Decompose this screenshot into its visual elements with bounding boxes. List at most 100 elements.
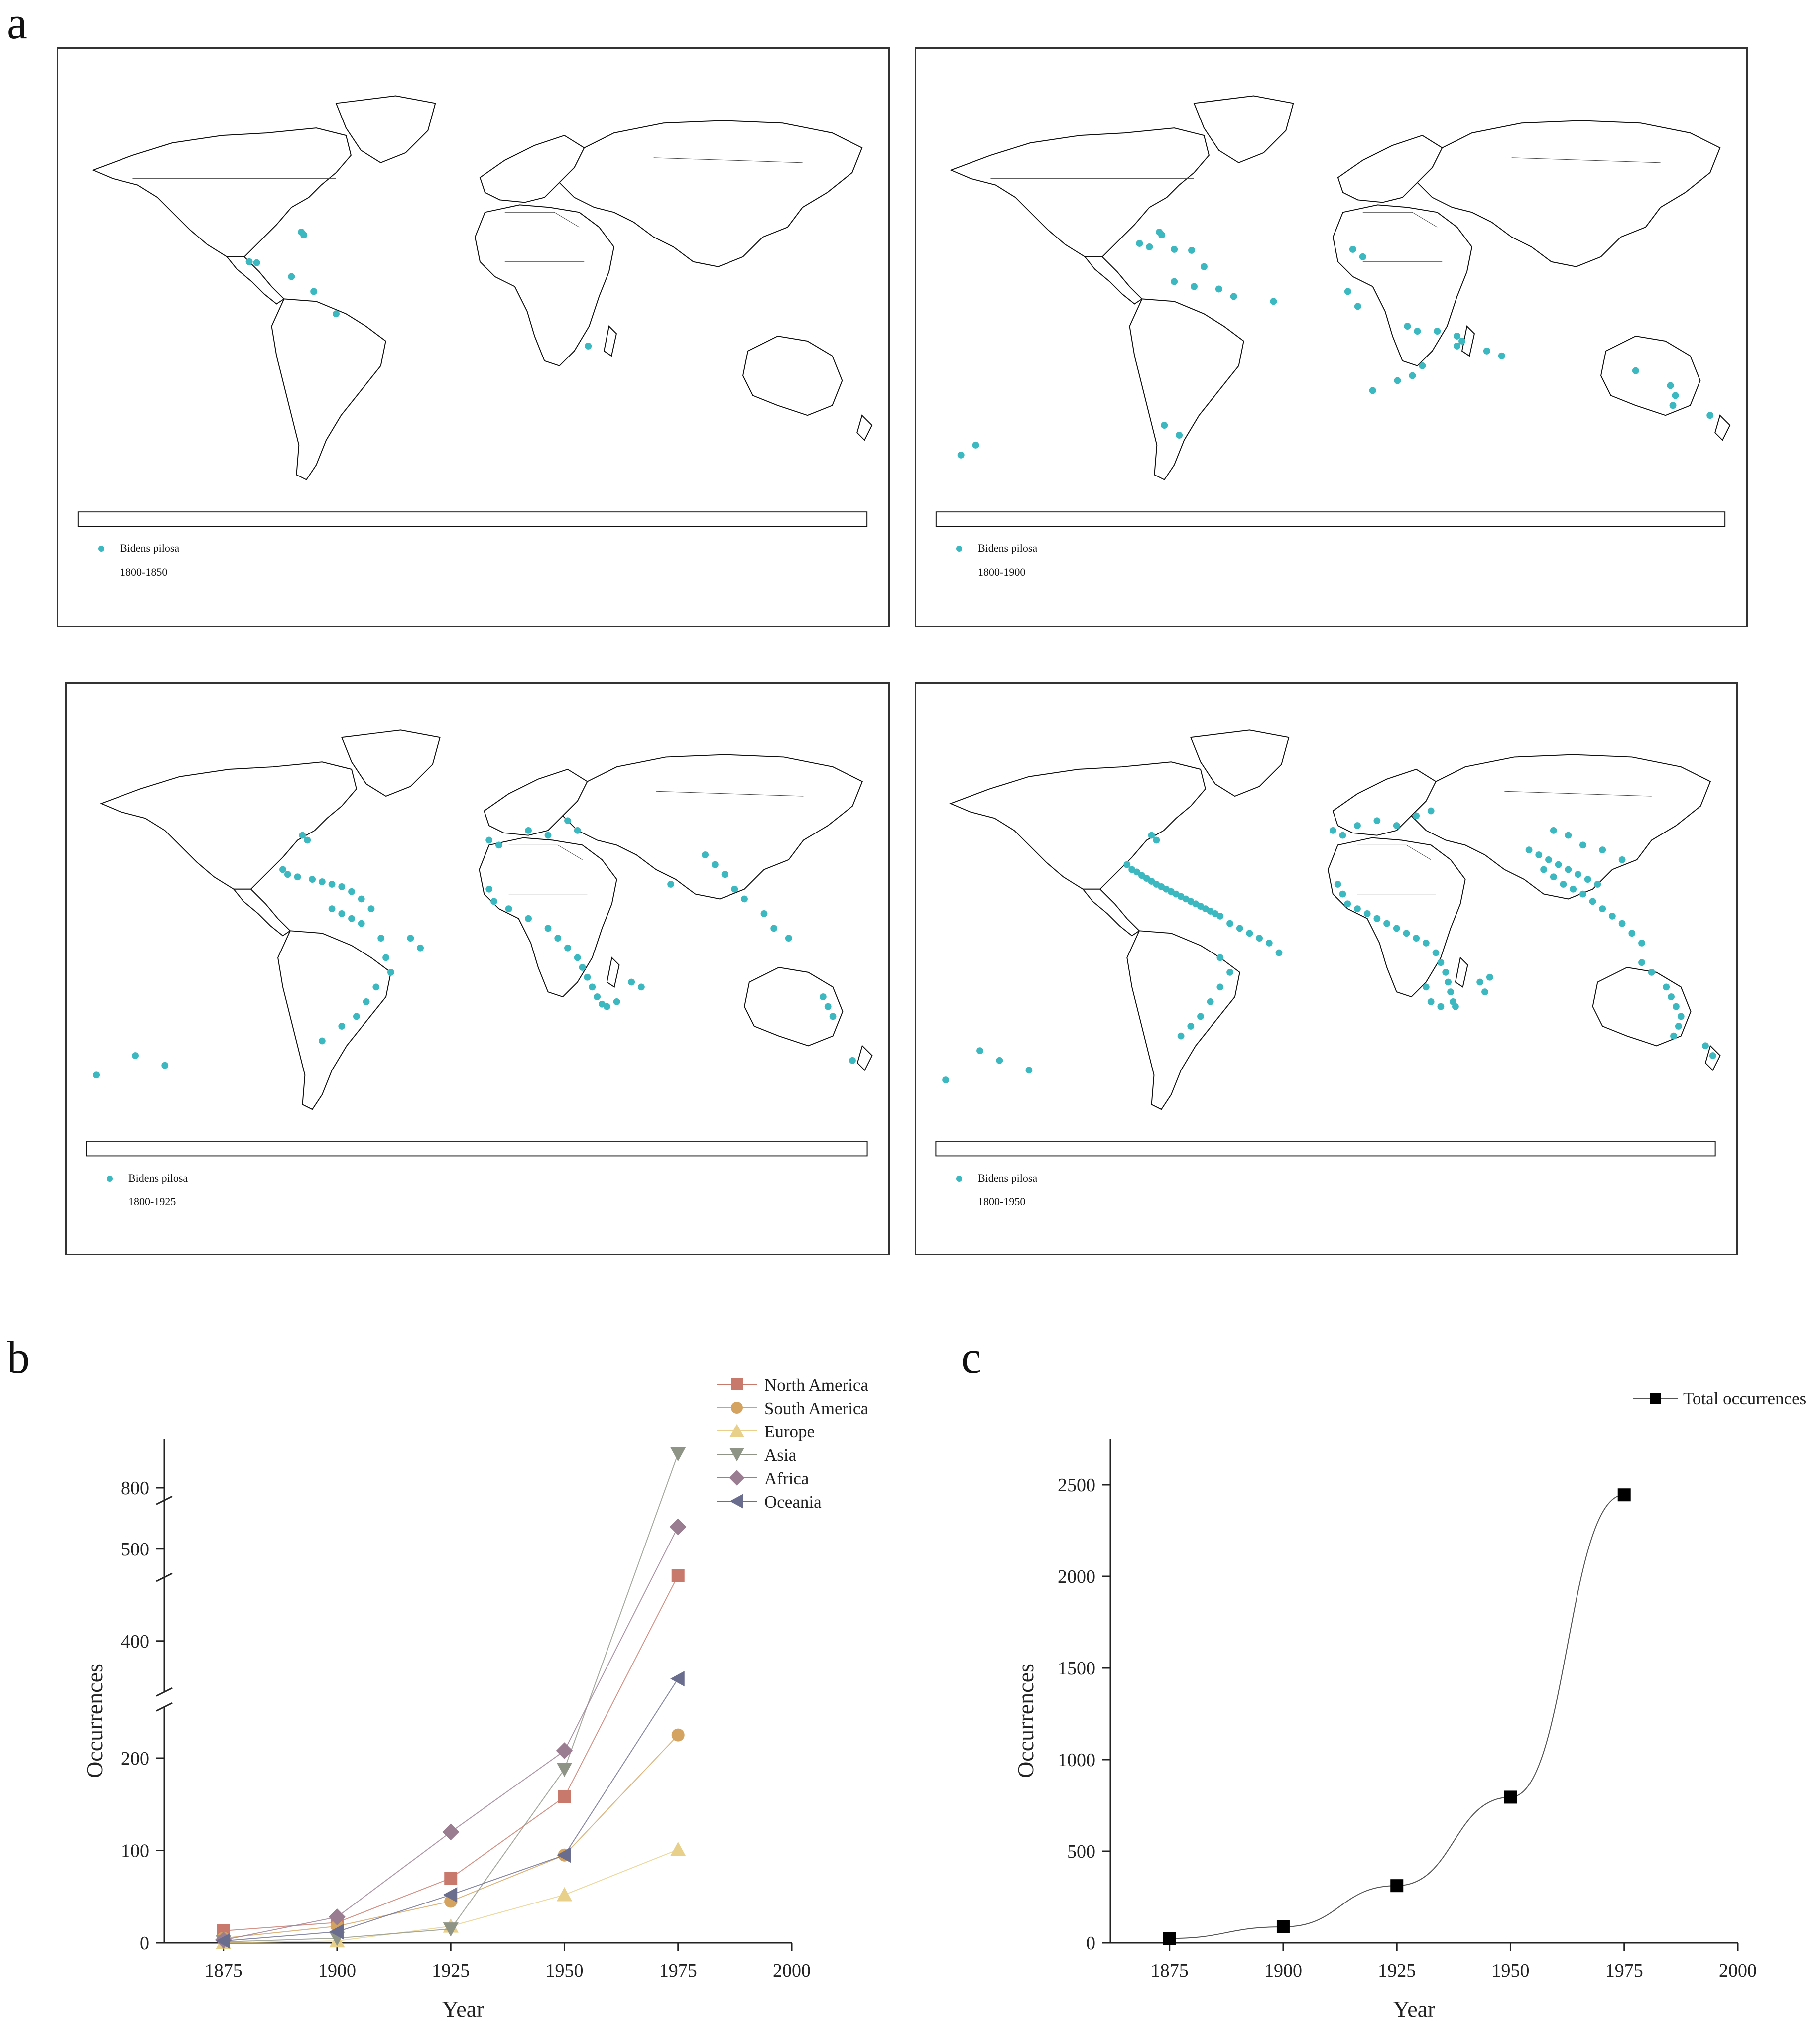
- landmass-africa: [1327, 837, 1466, 998]
- x-tick-label: 1900: [318, 1960, 356, 1981]
- occurrence-dot: [1136, 240, 1143, 247]
- y-tick-label: 400: [121, 1631, 149, 1652]
- occurrence-dot: [1200, 263, 1208, 270]
- occurrence-dot: [490, 898, 497, 905]
- occurrence-dot: [1427, 807, 1435, 815]
- occurrence-dot: [1354, 905, 1361, 912]
- data-point: [443, 1887, 458, 1903]
- occurrence-dot: [253, 259, 260, 266]
- y-tick-label: 2500: [1058, 1475, 1095, 1496]
- occurrence-dot: [849, 1057, 856, 1064]
- panel-label-c: c: [961, 1332, 981, 1383]
- occurrence-dot: [318, 1037, 326, 1045]
- landmass-central-america: [1084, 256, 1143, 305]
- legend-period: 1800-1950: [978, 1195, 1026, 1208]
- occurrence-dot: [1672, 392, 1679, 399]
- occurrence-dot: [1437, 1003, 1445, 1010]
- landmass-africa: [479, 837, 617, 998]
- occurrence-dot: [1599, 846, 1606, 854]
- occurrence-dot: [245, 258, 253, 265]
- occurrence-dot: [819, 993, 827, 1000]
- occurrence-dot: [544, 832, 552, 839]
- world-map-1925: [86, 729, 873, 1157]
- landmass-north-america: [92, 127, 352, 257]
- occurrence-dot: [1628, 930, 1636, 937]
- data-point: [442, 1823, 460, 1841]
- world-map-1900: [935, 95, 1731, 528]
- occurrence-dot: [363, 998, 370, 1005]
- data-point: [671, 1728, 685, 1742]
- occurrence-dot: [1025, 1067, 1033, 1074]
- occurrence-dot: [279, 866, 286, 873]
- occurrence-dot: [1575, 871, 1581, 878]
- landmass-greenland: [341, 729, 441, 797]
- map-panel-1850: Bidens pilosa 1800-1850: [57, 47, 890, 627]
- occurrence-dot: [1349, 245, 1356, 253]
- data-point: [556, 1847, 571, 1863]
- x-tick-label: 1875: [1151, 1960, 1189, 1981]
- occurrence-dot: [1458, 337, 1466, 345]
- occurrence-dot: [1354, 822, 1361, 829]
- y-tick-label: 1500: [1058, 1658, 1095, 1679]
- occurrence-dot: [299, 832, 306, 839]
- x-tick-label: 1925: [1378, 1960, 1416, 1981]
- occurrence-dot: [1667, 382, 1674, 389]
- occurrence-dot: [1638, 940, 1645, 947]
- occurrence-dot: [1373, 915, 1381, 922]
- data-point: [329, 1908, 346, 1925]
- occurrence-dot: [770, 925, 778, 932]
- occurrence-dot: [1702, 1042, 1709, 1050]
- legend-period: 1800-1925: [128, 1195, 176, 1208]
- occurrence-dot: [1369, 387, 1376, 394]
- world-map-1950: [935, 729, 1721, 1157]
- occurrence-dot: [584, 973, 591, 981]
- landmass-asia: [562, 754, 863, 900]
- occurrence-dot: [1216, 983, 1224, 991]
- legend-dot: [98, 546, 104, 552]
- occurrence-dot: [318, 878, 326, 885]
- occurrence-dot: [1452, 1003, 1459, 1010]
- legend-label: South America: [764, 1399, 868, 1418]
- occurrence-dot: [93, 1071, 100, 1079]
- x-tick-label: 1975: [1605, 1960, 1643, 1981]
- occurrence-dot: [1545, 856, 1552, 863]
- occurrence-dot: [1673, 1003, 1680, 1010]
- occurrence-dot: [1599, 905, 1606, 912]
- legend-marker: [731, 1402, 743, 1414]
- occurrence-dot: [1207, 998, 1214, 1005]
- data-point: [1276, 1920, 1290, 1933]
- data-point: [558, 1790, 571, 1803]
- occurrence-dot: [1404, 323, 1411, 330]
- occurrence-dot: [1437, 959, 1445, 966]
- occurrence-dot: [1632, 367, 1639, 374]
- occurrence-dot: [574, 954, 581, 961]
- landmass-central-america: [1082, 888, 1140, 937]
- occurrence-dot: [495, 841, 502, 849]
- legend-marker: [729, 1494, 743, 1509]
- occurrence-dot: [372, 983, 380, 991]
- landmass-australia: [1600, 335, 1701, 416]
- y-tick-label: 0: [1086, 1933, 1095, 1954]
- occurrence-dot: [1359, 253, 1366, 260]
- legend-label: North America: [764, 1375, 868, 1395]
- occurrence-dot: [505, 905, 512, 912]
- occurrence-dot: [1171, 245, 1178, 253]
- occurrence-dot: [1432, 949, 1440, 956]
- occurrence-dot: [1403, 930, 1410, 937]
- occurrence-dot: [348, 915, 355, 922]
- occurrence-dot: [1668, 993, 1675, 1000]
- border-line: [504, 212, 580, 228]
- occurrence-dot: [1550, 873, 1557, 881]
- occurrence-dot: [1339, 890, 1346, 898]
- occurrence-dot: [377, 935, 385, 942]
- occurrence-dot: [942, 1076, 949, 1083]
- occurrence-dot: [1584, 876, 1591, 883]
- occurrence-dot: [1483, 347, 1490, 355]
- occurrence-dot: [702, 851, 709, 858]
- occurrence-dot: [1393, 925, 1400, 932]
- landmass-asia: [1416, 120, 1721, 267]
- axis-break-mark: [156, 1495, 173, 1505]
- occurrence-dot: [1540, 866, 1547, 873]
- x-axis-title: Year: [442, 1996, 485, 2022]
- occurrence-dot: [328, 881, 336, 888]
